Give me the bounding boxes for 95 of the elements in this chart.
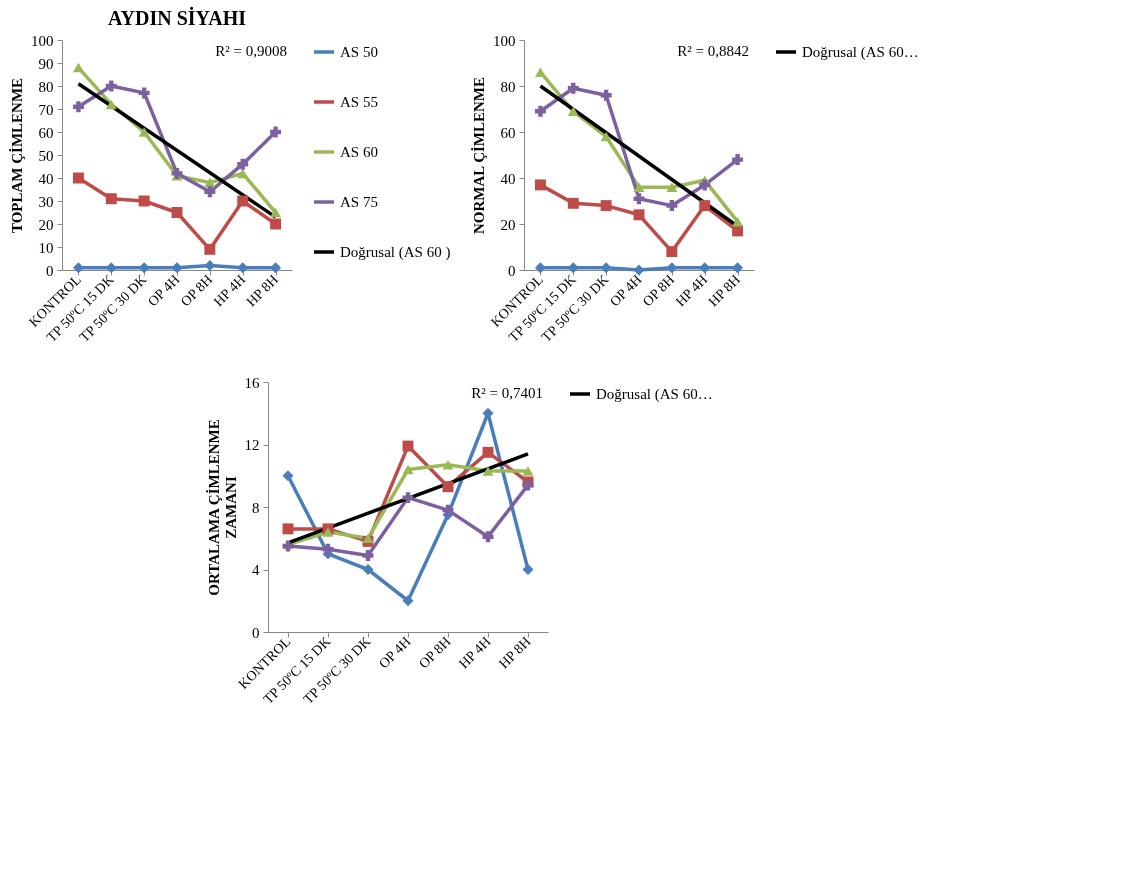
point — [666, 246, 678, 258]
point — [567, 82, 579, 94]
point — [666, 182, 678, 192]
y-tick-label: 30 — [38, 193, 54, 210]
point — [534, 262, 546, 274]
legend-label: AS 75 — [340, 194, 378, 210]
y-tick-label: 12 — [244, 437, 260, 453]
point — [567, 197, 579, 209]
point — [732, 262, 744, 274]
point — [270, 207, 282, 218]
y-axis-title: NORMAL ÇİMLENME — [471, 76, 487, 235]
y-tick-label: 100 — [31, 32, 54, 49]
annotation: R² = 0,9008 — [215, 43, 287, 59]
point — [72, 262, 84, 274]
y-tick-label: 80 — [500, 78, 516, 95]
point — [402, 440, 414, 452]
point — [282, 523, 294, 535]
x-tick-label: OP 4H — [375, 633, 414, 672]
point — [699, 179, 711, 191]
point — [322, 527, 334, 537]
legend-label: AS 60 — [340, 144, 378, 160]
point — [442, 481, 454, 493]
point — [204, 243, 216, 255]
point — [633, 182, 645, 192]
point — [534, 67, 546, 77]
point — [600, 200, 612, 212]
y-tick-label: 60 — [38, 124, 54, 141]
legend-label: Doğrusal (AS 60… — [596, 386, 713, 403]
y-tick-label: 0 — [508, 262, 516, 279]
y-tick-label: 0 — [252, 624, 260, 641]
point — [105, 99, 117, 110]
legend-label: Doğrusal (AS 60… — [802, 44, 919, 61]
point — [270, 126, 282, 138]
chart-title: AYDIN SİYAHI — [107, 6, 247, 29]
y-tick-label: 40 — [38, 170, 54, 187]
y-tick-label: 20 — [38, 216, 54, 233]
y-tick-label: 0 — [46, 262, 54, 279]
y-tick-label: 80 — [38, 78, 54, 95]
y-tick-label: 10 — [38, 239, 54, 256]
point — [72, 172, 84, 184]
point — [270, 262, 282, 274]
point — [600, 89, 612, 101]
point — [482, 531, 494, 543]
y-tick-label: 70 — [38, 101, 54, 118]
point — [633, 209, 645, 221]
y-tick-label: 50 — [38, 147, 54, 164]
y-tick-label: 16 — [244, 374, 260, 391]
legend-label: AS 50 — [340, 44, 378, 60]
x-tick-label: OP 8H — [415, 633, 454, 672]
point — [138, 195, 150, 207]
x-tick-label: HP 8H — [495, 633, 534, 672]
y-tick-label: 40 — [500, 170, 516, 187]
point — [402, 492, 414, 504]
x-tick-label: HP 4H — [455, 633, 494, 672]
point — [72, 62, 84, 73]
y-tick-label: 8 — [252, 499, 260, 516]
point — [567, 106, 579, 117]
point — [237, 195, 249, 207]
point — [237, 158, 249, 170]
point — [534, 105, 546, 117]
y-tick-label: 60 — [500, 124, 516, 141]
point — [402, 595, 414, 607]
point — [138, 127, 150, 137]
point — [138, 87, 150, 99]
point — [72, 101, 84, 113]
point — [204, 186, 216, 198]
point — [171, 207, 183, 218]
y-tick-label: 90 — [38, 55, 54, 72]
point — [699, 200, 711, 212]
point — [732, 225, 744, 237]
point — [442, 460, 454, 470]
point — [732, 154, 744, 166]
y-tick-label: 4 — [252, 562, 260, 578]
point — [600, 131, 612, 142]
y-axis-title: ORTALAMA ÇİMLENME ZAMANI — [205, 419, 239, 596]
point — [362, 549, 374, 561]
point — [237, 168, 249, 179]
point — [402, 464, 414, 475]
point — [482, 466, 494, 476]
y-axis-title: TOPLAM ÇİMLENME — [9, 77, 25, 234]
point — [362, 533, 374, 543]
annotation: R² = 0,8842 — [677, 43, 749, 59]
point — [282, 470, 294, 482]
point — [522, 466, 534, 476]
legend-label: AS 55 — [340, 94, 378, 110]
legend-label: Doğrusal (AS 60 ) — [340, 244, 451, 261]
y-tick-label: 20 — [500, 216, 516, 233]
point — [482, 446, 494, 458]
point — [732, 216, 744, 227]
y-tick-label: 100 — [493, 32, 516, 49]
annotation: R² = 0,7401 — [471, 385, 543, 401]
point — [270, 218, 282, 230]
point — [666, 200, 678, 212]
point — [105, 193, 117, 205]
point — [534, 179, 546, 191]
